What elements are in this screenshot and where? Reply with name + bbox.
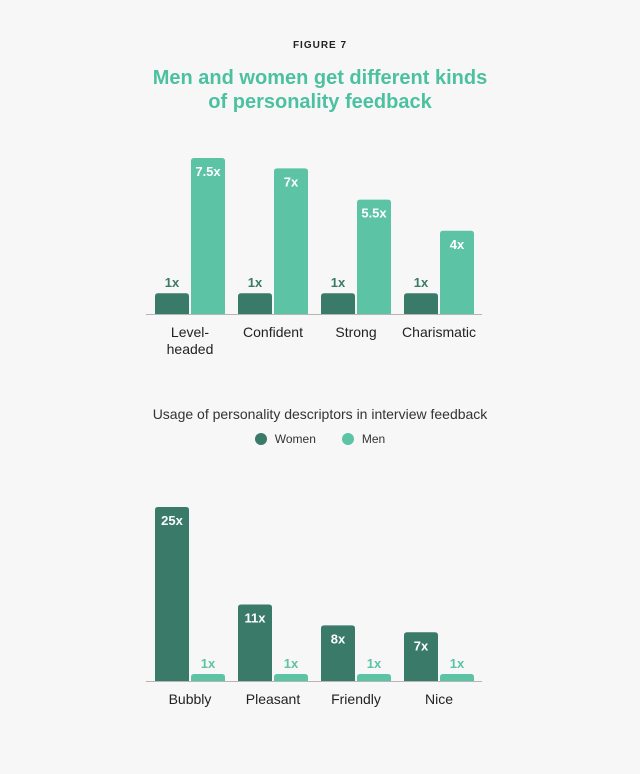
bar-1-charismatic-women bbox=[404, 293, 438, 314]
category-label-2-3: Nice bbox=[425, 691, 453, 707]
data-label-1-0-women: 1x bbox=[165, 275, 180, 290]
data-label-2-0-men: 1x bbox=[201, 656, 216, 671]
data-label-2-0-women: 25x bbox=[161, 513, 183, 528]
bar-2-nice-women bbox=[404, 632, 438, 681]
chart-title-line-1: Men and women get different kinds bbox=[152, 67, 488, 89]
legend-label-women: Women bbox=[274, 432, 316, 446]
data-label-2-2-men: 1x bbox=[367, 656, 382, 671]
data-label-2-3-women: 7x bbox=[414, 638, 429, 653]
bar-1-strong-women bbox=[321, 293, 355, 314]
chart-title: Men and women get different kinds of per… bbox=[0, 66, 640, 114]
category-label-1-2: Strong bbox=[335, 324, 376, 340]
category-label-1-3: Charismatic bbox=[402, 324, 476, 340]
data-label-1-1-women: 1x bbox=[248, 275, 263, 290]
bar-1-strong-men bbox=[357, 199, 391, 314]
bar-1-confident-women bbox=[238, 293, 272, 314]
data-label-1-3-men: 4x bbox=[450, 237, 465, 252]
legend-item-women: Women bbox=[254, 432, 316, 446]
legend-swatch-women bbox=[254, 433, 267, 445]
legend: Women Men bbox=[0, 432, 640, 446]
chart-caption: Usage of personality descriptors in inte… bbox=[152, 406, 488, 422]
data-label-2-2-women: 8x bbox=[331, 631, 346, 646]
data-label-1-2-men: 5.5x bbox=[361, 206, 387, 221]
bar-2-bubbly-men bbox=[191, 674, 225, 681]
bar-1-charismatic-men bbox=[440, 230, 474, 314]
bar-1-level-headed-men bbox=[191, 158, 225, 314]
category-label-2-2: Friendly bbox=[331, 691, 381, 707]
figure-label: FIGURE 7 bbox=[292, 40, 348, 51]
bar-2-friendly-men bbox=[357, 674, 391, 681]
bar-2-bubbly-women bbox=[155, 507, 189, 681]
data-label-2-3-men: 1x bbox=[450, 656, 465, 671]
data-label-2-1-women: 11x bbox=[245, 610, 267, 625]
bar-2-nice-men bbox=[440, 674, 474, 681]
category-label-1-0: Level- bbox=[171, 324, 209, 340]
category-label-1-1: Confident bbox=[243, 324, 303, 340]
bar-1-confident-men bbox=[274, 168, 308, 314]
bar-2-friendly-women bbox=[321, 625, 355, 681]
legend-item-men: Men bbox=[341, 432, 386, 446]
data-label-1-0-men: 7.5x bbox=[195, 164, 221, 179]
chart-title-line-2: of personality feedback bbox=[208, 91, 432, 113]
data-label-2-1-men: 1x bbox=[284, 656, 299, 671]
category-label-2-1: Pleasant bbox=[246, 691, 301, 707]
data-label-1-1-men: 7x bbox=[284, 174, 299, 189]
bar-2-pleasant-women bbox=[238, 604, 272, 681]
category-label-2-0: Bubbly bbox=[169, 691, 212, 707]
bar-2-pleasant-men bbox=[274, 674, 308, 681]
legend-label-men: Men bbox=[361, 432, 386, 446]
data-label-1-2-women: 1x bbox=[331, 275, 346, 290]
category-label-1-0: headed bbox=[167, 341, 214, 357]
legend-swatch-men bbox=[341, 433, 354, 445]
bar-1-level-headed-women bbox=[155, 293, 189, 314]
data-label-1-3-women: 1x bbox=[414, 275, 429, 290]
